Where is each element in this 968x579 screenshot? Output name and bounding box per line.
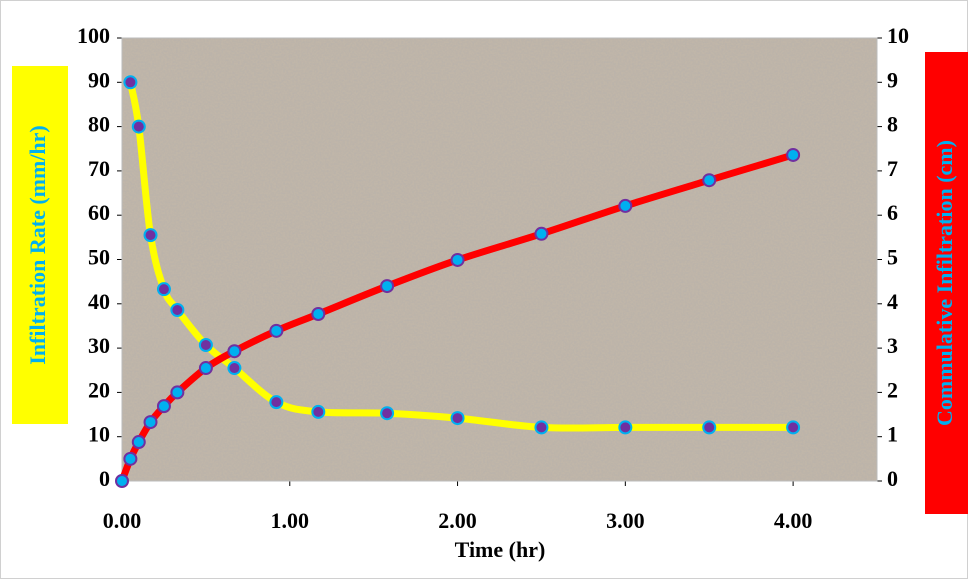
data-point (228, 345, 240, 357)
y2-axis-title: Commulative Infiltration (cm) (932, 140, 957, 426)
data-point (703, 421, 715, 433)
y2-tick-label: 7 (887, 156, 898, 181)
data-point (171, 304, 183, 316)
y2-tick-label: 1 (887, 422, 898, 447)
plot-texture (122, 38, 877, 481)
y-tick-label: 100 (77, 23, 110, 48)
data-point (270, 396, 282, 408)
y2-tick-label: 2 (887, 377, 898, 402)
y-tick-label: 50 (88, 245, 110, 270)
x-tick-label: 3.00 (606, 508, 645, 533)
y-tick-label: 70 (88, 156, 110, 181)
data-point (145, 229, 157, 241)
x-tick-label: 0.00 (103, 508, 142, 533)
y-tick-label: 60 (88, 200, 110, 225)
data-point (124, 453, 136, 465)
data-point (452, 412, 464, 424)
data-point (158, 283, 170, 295)
data-point (619, 200, 631, 212)
data-point (312, 406, 324, 418)
y2-tick-label: 3 (887, 333, 898, 358)
y-tick-label: 90 (88, 67, 110, 92)
y2-tick-label: 6 (887, 200, 898, 225)
y-tick-label: 0 (99, 466, 110, 491)
data-point (787, 421, 799, 433)
y-tick-label: 80 (88, 112, 110, 137)
y-tick-label: 40 (88, 289, 110, 314)
y2-tick-label: 8 (887, 112, 898, 137)
y2-tick-label: 4 (887, 289, 898, 314)
data-point (619, 421, 631, 433)
data-point (381, 280, 393, 292)
data-point (535, 421, 547, 433)
data-point (312, 308, 324, 320)
y2-tick-label: 10 (887, 23, 909, 48)
y-tick-label: 30 (88, 333, 110, 358)
data-point (787, 149, 799, 161)
data-point (133, 121, 145, 133)
data-point (228, 362, 240, 374)
x-tick-label: 2.00 (438, 508, 477, 533)
data-point (452, 254, 464, 266)
data-point (535, 228, 547, 240)
x-tick-label: 4.00 (774, 508, 813, 533)
data-point (270, 325, 282, 337)
y2-tick-label: 9 (887, 67, 898, 92)
y-tick-label: 20 (88, 377, 110, 402)
data-point (703, 174, 715, 186)
data-point (116, 475, 128, 487)
x-tick-label: 1.00 (271, 508, 310, 533)
data-point (200, 339, 212, 351)
y-axis-title: Infiltration Rate (mm/hr) (25, 125, 50, 365)
data-point (381, 407, 393, 419)
data-point (124, 76, 136, 88)
data-point (158, 400, 170, 412)
data-point (145, 416, 157, 428)
y2-tick-label: 0 (887, 466, 898, 491)
data-point (171, 386, 183, 398)
x-axis-title: Time (hr) (455, 537, 546, 562)
y-tick-label: 10 (88, 422, 110, 447)
chart: Infiltration Rate (mm/hr) Commulative In… (0, 0, 968, 579)
y2-tick-label: 5 (887, 245, 898, 270)
data-point (133, 436, 145, 448)
data-point (200, 362, 212, 374)
